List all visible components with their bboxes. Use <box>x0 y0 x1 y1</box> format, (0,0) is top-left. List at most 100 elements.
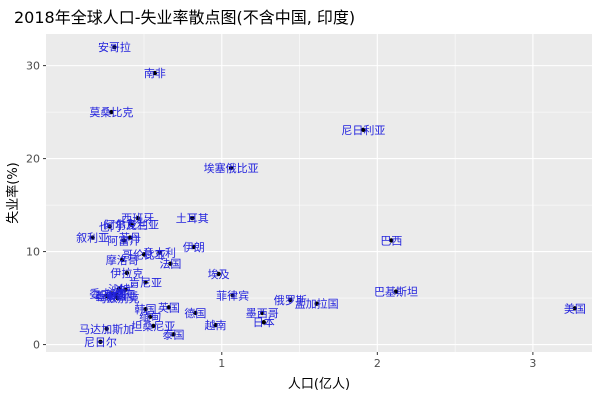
x-axis-title: 人口(亿人) <box>288 377 350 392</box>
data-point <box>157 250 162 255</box>
point-label: 法国 <box>159 257 181 271</box>
point-label: 也门 <box>99 219 121 233</box>
data-point <box>193 310 198 316</box>
data-point <box>129 222 134 227</box>
point-label: 韩国 <box>135 302 157 316</box>
data-point <box>190 215 195 221</box>
data-point <box>127 235 133 240</box>
point-label: 叙利亚 <box>76 231 109 245</box>
data-point <box>260 310 265 316</box>
chart-title: 2018年全球人口-失业率散点图(不含中国, 印度) <box>14 8 355 27</box>
data-point <box>120 257 125 263</box>
point-label: 英国 <box>158 300 180 314</box>
y-tick-label: 20 <box>26 153 40 166</box>
point-label: 沙特 <box>108 282 130 296</box>
data-point <box>168 261 173 266</box>
data-point <box>112 44 117 50</box>
point-label: 土耳其 <box>176 212 209 225</box>
data-point <box>104 326 109 331</box>
plot-panel <box>46 34 592 352</box>
point-label: 摩洛哥 <box>106 253 139 267</box>
point-label: 安哥拉 <box>98 40 131 54</box>
data-point <box>143 307 148 312</box>
point-label: 泰国 <box>163 327 185 341</box>
data-point <box>116 286 122 291</box>
point-label: 马来西亚 <box>94 290 138 303</box>
point-label: 尼日尔 <box>84 336 117 349</box>
data-point <box>90 235 95 240</box>
point-label: 菲律宾 <box>216 288 249 302</box>
point-label: 缅甸 <box>139 310 161 324</box>
point-label: 意大利 <box>143 246 176 260</box>
data-point <box>216 271 221 277</box>
point-label: 波兰 <box>114 284 136 297</box>
data-point <box>151 323 156 329</box>
point-label: 德国 <box>184 306 206 320</box>
data-point <box>389 238 394 243</box>
data-point <box>107 224 112 229</box>
data-point <box>393 289 399 294</box>
point-label: 俄罗斯 <box>274 294 307 307</box>
point-label: 肯尼亚 <box>129 276 162 289</box>
point-label: 阿富汗 <box>107 233 140 247</box>
point-label: 巴西 <box>380 234 402 247</box>
point-label: 乌兹别克 <box>96 291 140 305</box>
point-label: 埃塞俄比亚 <box>204 161 259 175</box>
y-axis-title: 失业率(%) <box>5 162 21 224</box>
point-label: 哥伦比亚 <box>122 247 166 261</box>
point-label: 伊朗 <box>183 241 205 254</box>
data-point <box>98 339 103 344</box>
x-tick-label: 3 <box>529 357 536 370</box>
point-label: 阿尔及利亚 <box>104 219 159 232</box>
data-point <box>166 305 172 310</box>
data-point <box>261 320 266 325</box>
x-tick-label: 2 <box>374 357 381 370</box>
data-point <box>115 295 120 301</box>
data-point <box>288 297 293 303</box>
data-point <box>143 280 148 285</box>
data-point <box>109 109 114 115</box>
data-point <box>121 238 126 243</box>
data-point <box>109 291 114 296</box>
data-point <box>104 294 109 299</box>
point-label: 南非 <box>144 67 166 80</box>
point-label: 莫桑比克 <box>89 106 133 119</box>
data-point <box>314 301 319 306</box>
point-label: 埃及 <box>208 267 230 281</box>
y-tick-label: 0 <box>33 339 40 352</box>
data-point <box>148 314 153 319</box>
data-point <box>213 322 218 328</box>
point-label: 墨西哥 <box>246 307 279 320</box>
data-point <box>135 215 140 221</box>
data-point <box>152 70 158 76</box>
point-label: 乌克兰 <box>115 218 148 232</box>
data-point <box>124 270 130 276</box>
point-label: 尼日利亚 <box>341 124 385 137</box>
point-label: 美国 <box>564 302 586 315</box>
y-tick-label: 10 <box>26 246 40 259</box>
grid-lines <box>46 34 592 352</box>
point-label: 越南 <box>205 318 227 332</box>
point-label: 日本 <box>253 315 275 329</box>
point-label: 西班牙 <box>121 212 154 225</box>
data-point <box>141 252 147 257</box>
y-tick-label: 30 <box>26 60 40 73</box>
data-point <box>191 244 196 250</box>
point-label: 孟加拉国 <box>295 297 339 311</box>
point-label: 坦桑尼亚 <box>131 319 175 333</box>
x-tick-label: 1 <box>218 357 225 370</box>
data-points <box>90 44 578 344</box>
data-point <box>361 127 366 132</box>
point-label: 伊拉克 <box>110 266 143 280</box>
point-label: 委内瑞拉 <box>89 286 133 300</box>
data-point <box>123 287 128 292</box>
data-point <box>228 165 234 171</box>
data-point <box>230 293 235 298</box>
data-point <box>572 306 578 311</box>
data-point <box>171 332 176 337</box>
point-label: 苏丹 <box>119 232 141 245</box>
point-label: 马达加斯加 <box>79 323 134 336</box>
